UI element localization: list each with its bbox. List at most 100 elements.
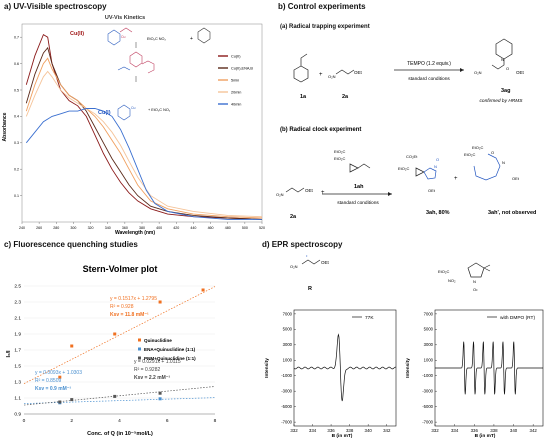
uv-legend-label: 5min <box>231 79 239 83</box>
svg-text:O: O <box>506 66 509 71</box>
svg-text:O: O <box>491 150 494 155</box>
epr-ytick-label: -7000 <box>281 420 292 425</box>
cyclopropane-1ah-structure: EtO₂C EtO₂C <box>334 149 371 173</box>
epr2-ylabel: Intensity <box>405 358 411 378</box>
svg-text:+: + <box>319 72 323 78</box>
sv-fit-line <box>23 386 216 406</box>
cu2-label: Cu(II) <box>70 31 84 37</box>
ester-label-clock: OEt <box>305 188 314 193</box>
uv-ytick-label: 0.1 <box>14 194 19 198</box>
epr-xtick-label: 338 <box>346 428 354 433</box>
uv-xtick-label: 440 <box>190 226 196 230</box>
epr-dmpo-chart: 332 334 336 338 340 342 -7000 -5000 -3000 -1000 10… <box>405 309 544 439</box>
sv-xtick-label: 6 <box>166 418 169 424</box>
uv-xtick-label: 500 <box>242 226 248 230</box>
sv-ytick-label: 2.3 <box>14 300 21 306</box>
uv-xtick-label: 380 <box>139 226 145 230</box>
sv-data-point <box>113 394 117 398</box>
quinuclidine-structure: + <box>190 27 211 44</box>
sv-xtick-label: 4 <box>118 418 121 424</box>
sv-chart-title: Stern-Volmer plot <box>83 264 158 274</box>
epr-ytick-label: -7000 <box>422 420 433 425</box>
sv-xlabel: Conc. of Q (in 10⁻⁵mol/L) <box>87 431 153 437</box>
sv-data-point <box>70 344 74 348</box>
compound-3ag: 3ag <box>501 88 510 94</box>
panel-c-title: c) Fluorescence quenching studies <box>4 240 138 249</box>
uv-ytick-label: 0.7 <box>14 36 19 40</box>
sv-xtick-label: 8 <box>214 418 217 424</box>
epr-ytick-label: 1000 <box>424 358 434 363</box>
svg-text:O•: O• <box>473 287 478 292</box>
uv-ytick-label: 0.4 <box>14 115 19 119</box>
svg-text:N: N <box>434 164 437 169</box>
svg-text:+: + <box>190 36 193 42</box>
panel-a-title: a) UV-Visible spectroscopy <box>4 2 107 11</box>
epr2-legend: with DMPO (RT) <box>500 315 535 321</box>
svg-text:+: + <box>454 176 458 182</box>
sv-ytick-label: 1.9 <box>14 332 21 338</box>
sv-legend-label: PNM+Quinuclidine (1:1) <box>144 356 196 361</box>
ester-label-2a: OEt <box>354 70 363 75</box>
sv-legend-label: ENA+Quinuclidine (1:1) <box>144 347 196 352</box>
stern-volmer-chart: Stern-Volmer plot 0.9 1.1 1.3 1.5 1.7 1.9 2.1 2… <box>6 264 217 437</box>
oxazepine-3ah-prime-structure: N O EtO₂C EtO₂C OEt <box>464 145 520 181</box>
sv-eq-orange-fit: y = 0.1517x + 1.2795 <box>110 296 157 302</box>
svg-text:O: O <box>436 157 439 162</box>
epr-ytick-label: 3000 <box>424 342 434 347</box>
clock-conditions: standard conditions <box>337 200 379 206</box>
svg-text:OEt: OEt <box>512 176 520 181</box>
uv-vis-figure: 240 260 280 300 320 340 360 380 400 420 440 460 480 5… <box>0 12 270 237</box>
uv-legend-label: Cu(II),ENA,B <box>231 67 253 71</box>
epr-xtick-label: 332 <box>290 428 298 433</box>
uv-xlabel: Wavelength (nm) <box>115 230 155 236</box>
tempo-label: TEMPO (1.2 equiv.) <box>407 61 451 67</box>
uv-xtick-label: 460 <box>208 226 214 230</box>
svg-text:O₂N: O₂N <box>474 70 482 75</box>
nitroester-2a-clock: O₂N <box>276 187 305 197</box>
sv-data-point <box>158 300 162 304</box>
epr-xtick-label: 340 <box>365 428 373 433</box>
uv-series-line <box>25 70 263 218</box>
sv-xtick-label: 0 <box>23 418 26 424</box>
epr-ytick-label: -3000 <box>422 389 433 394</box>
epr-ytick-label: 5000 <box>424 327 434 332</box>
sv-ytick-label: 0.9 <box>14 412 21 418</box>
epr-structures: O₂N • OEt R N O• EtO₂C NO₂ <box>290 253 491 292</box>
uv-ytick-label: 0.2 <box>14 168 19 172</box>
sv-xtick-label: 2 <box>70 418 73 424</box>
epr-ytick-label: 5000 <box>283 327 293 332</box>
sv-eq-gray: y = 0.0291x + 1.0115 R² = 0.9282 Ksv = 2… <box>134 359 181 381</box>
compound-3ah: 3ah, 80% <box>426 210 450 216</box>
epr-xtick-label: 342 <box>530 428 538 433</box>
dmpo-no2-label: NO₂ <box>448 278 456 283</box>
epr-xtick-label: 336 <box>471 428 479 433</box>
compound-1ah: 1ah <box>354 184 364 190</box>
sv-data-point <box>158 397 162 401</box>
svg-text:EtO₂C: EtO₂C <box>464 152 475 157</box>
uv-xtick-label: 520 <box>259 226 265 230</box>
epr-ytick-label: -5000 <box>281 404 292 409</box>
svg-text:EtO₂C: EtO₂C <box>334 149 345 154</box>
svg-text:O₂N: O₂N <box>276 192 284 197</box>
svg-text:Cu: Cu <box>131 106 136 110</box>
sv-data-point <box>158 391 162 395</box>
epr-ytick-label: -5000 <box>422 404 433 409</box>
epr-ester-ligand: OEt <box>321 260 330 265</box>
sv-eq-gray-r2: R² = 0.9282 <box>134 367 160 373</box>
sv-legend-marker <box>138 338 141 342</box>
svg-text:N: N <box>502 160 505 165</box>
uv-series-line <box>25 46 263 220</box>
radical-clock-title: (b) Radical clock experiment <box>280 127 361 133</box>
epr1-ylabel: Intensity <box>264 358 270 378</box>
hrms-note: confirmed by HRMS <box>480 98 524 104</box>
uv-xtick-label: 260 <box>36 226 42 230</box>
sv-eq-blue-ksv: Ksv = 0.9 mM⁻¹ <box>35 386 71 392</box>
svg-text:EtO₂C: EtO₂C <box>334 156 345 161</box>
uv-xtick-label: 420 <box>173 226 179 230</box>
sv-ytick-label: 1.7 <box>14 348 21 354</box>
cu1-label: Cu(I) <box>98 110 111 116</box>
sv-eq-blue-r2: R² = 0.8509 <box>35 378 61 384</box>
svg-text:CO₂Et: CO₂Et <box>406 154 418 159</box>
sv-eq-orange-r2: R² = 0.928 <box>110 304 134 310</box>
sv-eq-gray-ksv: Ksv = 2.2 mM⁻¹ <box>134 375 170 381</box>
